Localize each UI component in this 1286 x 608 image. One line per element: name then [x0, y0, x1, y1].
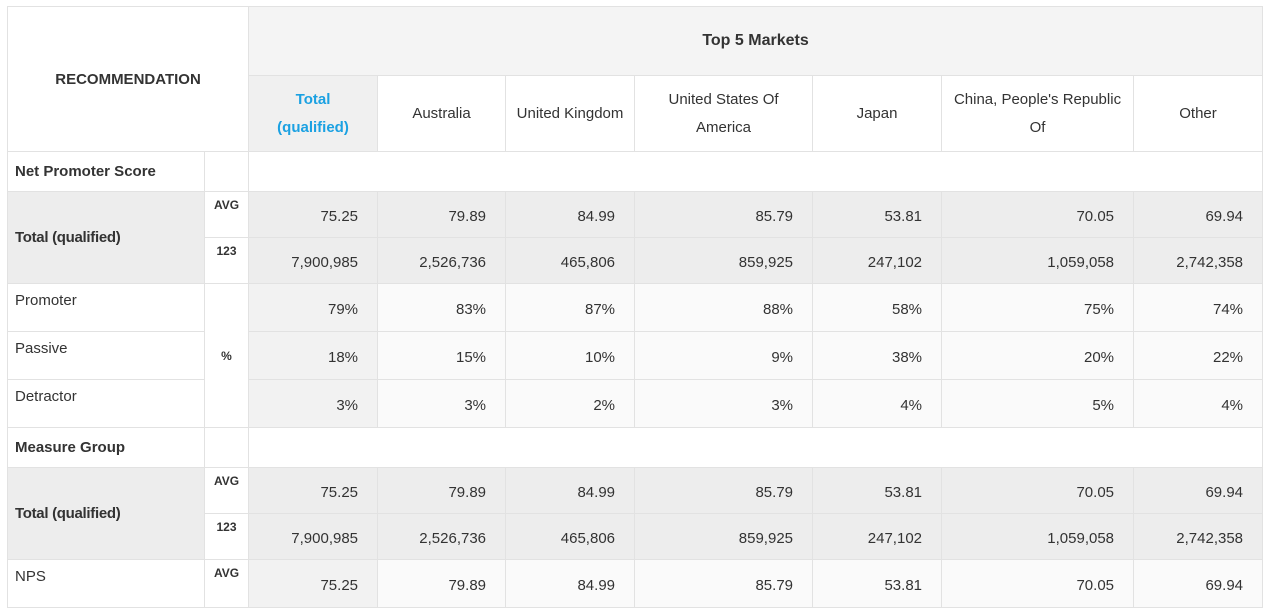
value-cell: 465,806 [505, 513, 636, 560]
value-cell: 84.99 [505, 191, 636, 238]
value-cell: 83% [377, 283, 507, 332]
column-header: Australia [377, 75, 507, 152]
section-row: Net Promoter Score [7, 151, 1264, 192]
data-row: Total (qualified) AVG 75.25 79.89 84.99 85.79… [7, 191, 1264, 284]
unit-label: % [203, 283, 250, 428]
data-row: 123 7,900,985 2,526,736 465,806 859,925 247,1… [8, 237, 1264, 284]
data-row: Promoter% 79% 83% 87% 88% 58% 75% 74% [7, 283, 1264, 428]
value-cell: 69.94 [1133, 467, 1264, 514]
value-cell: 53.81 [812, 191, 943, 238]
row-label: Promoter [7, 283, 205, 332]
row-label: NPS [7, 559, 205, 608]
column-header: Japan [812, 75, 943, 152]
column-header: United Kingdom [505, 75, 636, 152]
value-cell: 69.94 [1133, 191, 1264, 238]
data-row: Passive 18% 15% 10% 9% 38% 20% 22% [7, 331, 1264, 380]
value-cell: 247,102 [812, 237, 943, 284]
column-header: Total (qualified) [248, 75, 379, 152]
value-cell: 20% [941, 331, 1135, 380]
empty-cell [203, 427, 250, 468]
header-row: RECOMMENDATION Top 5 Markets [6, 6, 1264, 152]
value-cell: 85.79 [634, 467, 814, 514]
value-cell: 85.79 [634, 191, 814, 238]
value-cell: 10% [505, 331, 636, 380]
value-cell: 70.05 [941, 191, 1135, 238]
value-cell: 5% [941, 379, 1135, 428]
value-cell: 15% [377, 331, 507, 380]
value-cell: 79% [248, 283, 379, 332]
value-cell: 70.05 [941, 467, 1135, 514]
value-cell: 2% [505, 379, 636, 428]
value-cell: 38% [812, 331, 943, 380]
empty-cell [248, 427, 1264, 468]
value-cell: 3% [248, 379, 379, 428]
value-cell: 84.99 [505, 559, 636, 608]
unit-label: AVG [203, 467, 250, 514]
data-row: Total (qualified) AVG 75.25 79.89 84.99 85.79… [7, 467, 1264, 560]
value-cell: 465,806 [505, 237, 636, 284]
value-cell: 79.89 [377, 559, 507, 608]
value-cell: 69.94 [1133, 559, 1264, 608]
section-title: Measure Group [7, 427, 205, 468]
recommendation-table: RECOMMENDATION Top 5 Markets Total (qual… [6, 6, 1264, 608]
value-cell: 75.25 [248, 467, 379, 514]
value-cell: 4% [812, 379, 943, 428]
column-header: China, People's Republic Of [941, 75, 1135, 152]
empty-cell [203, 151, 250, 192]
section-row: Measure Group [7, 427, 1264, 468]
column-header: Other [1133, 75, 1264, 152]
value-cell: 75% [941, 283, 1135, 332]
empty-cell [248, 151, 1264, 192]
value-cell: 87% [505, 283, 636, 332]
value-cell: 85.79 [634, 559, 814, 608]
value-cell: 7,900,985 [248, 513, 379, 560]
row-label: Passive [7, 331, 205, 380]
value-cell: 2,742,358 [1133, 513, 1264, 560]
value-cell: 2,526,736 [377, 513, 507, 560]
unit-label: 123 [203, 237, 250, 284]
value-cell: 88% [634, 283, 814, 332]
data-row: NPS AVG 75.25 79.89 84.99 85.79 53.81 70.05 69.9… [7, 559, 1264, 608]
value-cell: 3% [377, 379, 507, 428]
value-cell: 9% [634, 331, 814, 380]
row-label: Total (qualified) [7, 467, 205, 560]
value-cell: 18% [248, 331, 379, 380]
section-title: Net Promoter Score [7, 151, 205, 192]
unit-label: AVG [203, 191, 250, 238]
value-cell: 859,925 [634, 513, 814, 560]
row-label: Detractor [7, 379, 205, 428]
column-header-row: Total (qualified) Australia United Kingdom… [8, 75, 1264, 152]
unit-label: 123 [203, 513, 250, 560]
data-row: 123 7,900,985 2,526,736 465,806 859,925 247,1… [8, 513, 1264, 560]
value-cell: 53.81 [812, 559, 943, 608]
value-cell: 79.89 [377, 467, 507, 514]
value-cell: 75.25 [248, 191, 379, 238]
value-cell: 247,102 [812, 513, 943, 560]
column-header: United States Of America [634, 75, 814, 152]
group-header: Top 5 Markets [248, 6, 1264, 76]
value-cell: 1,059,058 [941, 237, 1135, 284]
value-cell: 79.89 [377, 191, 507, 238]
value-cell: 2,526,736 [377, 237, 507, 284]
row-label: Total (qualified) [7, 191, 205, 284]
value-cell: 70.05 [941, 559, 1135, 608]
value-cell: 75.25 [248, 559, 379, 608]
value-cell: 58% [812, 283, 943, 332]
page: RECOMMENDATION Top 5 Markets Total (qual… [6, 6, 1264, 608]
value-cell: 7,900,985 [248, 237, 379, 284]
value-cell: 53.81 [812, 467, 943, 514]
value-cell: 859,925 [634, 237, 814, 284]
data-row: Detractor 3% 3% 2% 3% 4% 5% 4% [7, 379, 1264, 428]
value-cell: 84.99 [505, 467, 636, 514]
value-cell: 4% [1133, 379, 1264, 428]
value-cell: 2,742,358 [1133, 237, 1264, 284]
value-cell: 3% [634, 379, 814, 428]
unit-label: AVG [203, 559, 250, 608]
table-body: Net Promoter Score Total (qualified) AVG 75… [7, 151, 1264, 608]
value-cell: 1,059,058 [941, 513, 1135, 560]
value-cell: 74% [1133, 283, 1264, 332]
corner-header: RECOMMENDATION [6, 6, 250, 152]
value-cell: 22% [1133, 331, 1264, 380]
